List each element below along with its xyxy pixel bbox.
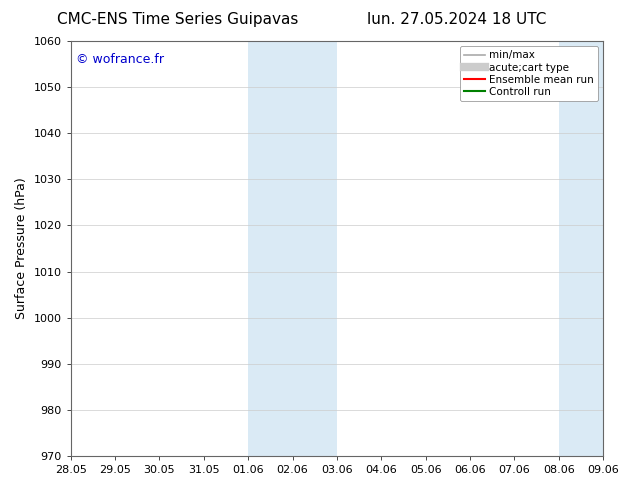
Legend: min/max, acute;cart type, Ensemble mean run, Controll run: min/max, acute;cart type, Ensemble mean …	[460, 46, 598, 101]
Text: lun. 27.05.2024 18 UTC: lun. 27.05.2024 18 UTC	[367, 12, 546, 27]
Bar	[559, 41, 603, 456]
Bar	[248, 41, 337, 456]
Text: CMC-ENS Time Series Guipavas: CMC-ENS Time Series Guipavas	[57, 12, 298, 27]
Y-axis label: Surface Pressure (hPa): Surface Pressure (hPa)	[15, 178, 28, 319]
Text: © wofrance.fr: © wofrance.fr	[76, 53, 164, 67]
